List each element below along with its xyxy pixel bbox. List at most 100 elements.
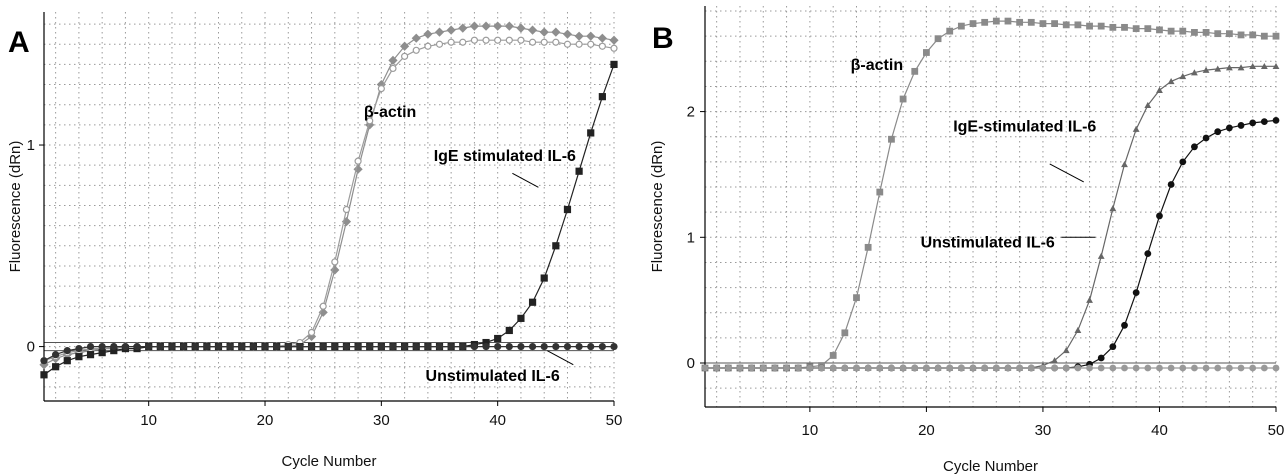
data-point: [1214, 65, 1222, 72]
data-point: [539, 27, 549, 37]
data-point: [1179, 158, 1187, 166]
data-point: [481, 21, 491, 31]
data-point: [1191, 364, 1198, 372]
chart-panel-a: 10 20 30 40 50 0 1 Cycle Number Fluorescence (dR…: [7, 12, 622, 470]
data-point: [354, 342, 362, 351]
data-point: [75, 344, 83, 353]
data-point: [1191, 143, 1198, 151]
data-point: [992, 364, 1000, 372]
data-point: [447, 342, 455, 351]
data-point: [701, 364, 709, 372]
data-point: [517, 36, 525, 44]
data-point: [1062, 21, 1070, 29]
data-point: [389, 342, 397, 351]
data-point: [342, 342, 351, 351]
data-point: [504, 21, 514, 31]
data-point: [899, 364, 907, 372]
y-tick-label: 0: [27, 339, 35, 356]
data-point: [610, 60, 618, 69]
data-point: [587, 40, 595, 48]
data-point: [1167, 78, 1175, 85]
annotation-leader: [1049, 163, 1084, 183]
x-tick-label: 20: [257, 412, 274, 429]
data-point: [52, 351, 60, 359]
data-point: [110, 347, 118, 355]
data-point: [63, 357, 71, 365]
data-point: [1097, 22, 1105, 30]
data-point: [923, 49, 930, 56]
data-point: [318, 307, 328, 317]
data-point: [1144, 250, 1152, 258]
data-point: [587, 342, 595, 351]
data-point: [98, 349, 106, 357]
data-point: [86, 351, 95, 359]
data-point: [563, 40, 572, 48]
data-point: [494, 36, 502, 44]
data-point: [482, 338, 490, 347]
data-point: [447, 38, 455, 46]
plot-area: [705, 6, 1276, 407]
data-point: [1109, 343, 1117, 351]
data-point: [482, 342, 490, 351]
data-point: [505, 36, 513, 44]
data-point: [366, 117, 374, 125]
data-point: [505, 342, 513, 351]
data-point: [412, 46, 420, 54]
data-point: [562, 29, 573, 39]
data-point: [1191, 69, 1198, 76]
data-point: [1144, 101, 1152, 109]
data-point: [1027, 18, 1035, 26]
annotation-label: IgE stimulated IL-6: [434, 148, 576, 165]
data-point: [1202, 28, 1210, 36]
data-point: [424, 342, 432, 351]
data-point: [713, 364, 721, 372]
data-point: [1156, 26, 1163, 34]
data-point: [377, 342, 385, 351]
data-point: [1051, 364, 1058, 372]
data-point: [610, 44, 618, 52]
data-point: [319, 342, 327, 351]
data-point: [342, 205, 351, 214]
data-point: [1167, 27, 1175, 35]
data-point: [1167, 181, 1175, 188]
data-point: [806, 364, 814, 372]
data-point: [470, 36, 479, 44]
data-point: [366, 342, 374, 351]
y-axis-label: Fluorescence (dRn): [649, 141, 666, 273]
data-point: [401, 52, 409, 60]
data-point: [829, 364, 837, 372]
data-point: [981, 18, 989, 26]
annotation-label: Unstimulated IL-6: [921, 234, 1055, 251]
data-point: [1156, 86, 1163, 93]
data-point: [284, 342, 292, 351]
data-point: [1097, 364, 1105, 372]
annotation: IgE-stimulated IL-6: [953, 119, 1096, 183]
data-point: [540, 38, 548, 46]
data-point: [969, 364, 977, 372]
data-point: [412, 342, 420, 351]
data-point: [841, 364, 849, 372]
annotation: Unstimulated IL-6: [426, 350, 574, 385]
data-point: [864, 243, 872, 251]
data-point: [1086, 364, 1093, 372]
data-point: [818, 364, 825, 372]
data-point: [1260, 62, 1268, 70]
data-point: [307, 328, 316, 337]
data-point: [946, 364, 954, 372]
data-point: [401, 342, 409, 351]
data-point: [86, 342, 95, 351]
data-point: [330, 265, 340, 275]
data-point: [829, 352, 837, 359]
data-point: [435, 342, 444, 351]
data-point: [552, 342, 560, 351]
data-point: [517, 314, 525, 322]
data-point: [1109, 364, 1117, 372]
data-point: [563, 205, 572, 214]
data-point: [841, 329, 849, 337]
x-tick-label: 40: [489, 412, 506, 429]
annotation: IgE stimulated IL-6: [434, 148, 576, 188]
data-point: [1004, 17, 1012, 25]
data-point: [1062, 364, 1070, 372]
x-axis-label: Cycle Number: [281, 453, 376, 470]
